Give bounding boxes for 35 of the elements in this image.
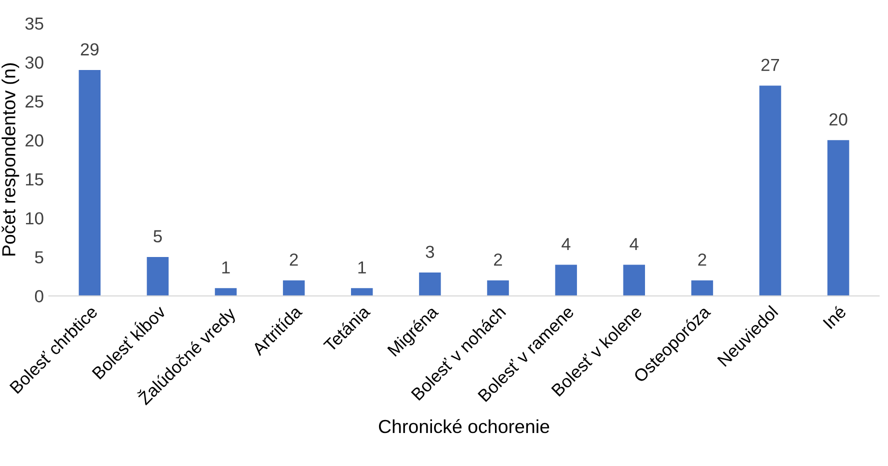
y-tick-label: 35 — [25, 17, 44, 30]
bar — [691, 280, 714, 296]
x-tick-label: Iné — [822, 304, 847, 330]
data-label: 5 — [154, 230, 162, 242]
y-tick-label: 20 — [26, 134, 44, 147]
y-tick-label: 30 — [25, 56, 44, 69]
data-label: 1 — [358, 261, 366, 274]
y-tick-label: 5 — [35, 251, 44, 264]
bar — [487, 280, 509, 296]
bar — [555, 264, 577, 296]
bar — [351, 288, 373, 296]
y-axis-title: Počet respondentov (n) — [2, 63, 20, 256]
bar — [78, 70, 101, 296]
data-label: 27 — [761, 58, 780, 71]
y-tick-label: 10 — [26, 212, 44, 224]
bar — [419, 272, 441, 296]
data-label: 2 — [698, 253, 706, 266]
bar — [623, 264, 646, 296]
data-label: 4 — [562, 238, 570, 250]
data-label: 2 — [290, 253, 298, 266]
data-label: 29 — [80, 43, 99, 56]
bar — [827, 140, 850, 296]
bar — [282, 280, 305, 296]
data-label: 4 — [630, 238, 638, 250]
y-tick-label: 0 — [35, 290, 44, 302]
x-axis-title: Chronické ochorenie — [378, 419, 550, 434]
data-label: 2 — [494, 253, 502, 266]
y-tick-label: 25 — [26, 95, 44, 108]
bar — [214, 288, 237, 296]
bar — [146, 256, 169, 296]
y-tick-label: 15 — [26, 173, 44, 186]
data-label: 1 — [222, 261, 230, 274]
data-label: 20 — [830, 113, 848, 126]
data-label: 3 — [426, 246, 434, 258]
bar — [759, 86, 782, 296]
